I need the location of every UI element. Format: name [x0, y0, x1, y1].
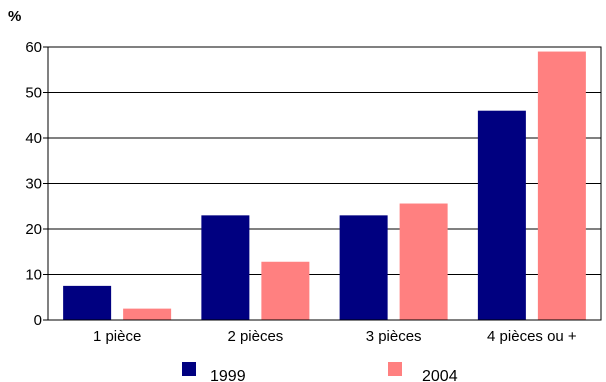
x-tick-label: 3 pièces	[366, 328, 422, 345]
y-tick-label: 50	[25, 85, 42, 102]
bar-1999-1	[201, 215, 250, 320]
bar-2004-2	[399, 203, 448, 320]
bar-2004-3	[537, 51, 586, 321]
y-axis-unit-label: %	[8, 8, 21, 25]
bar-1999-0	[63, 285, 112, 320]
x-tick-label: 1 pièce	[93, 328, 141, 345]
y-tick-label: 40	[25, 130, 42, 147]
legend-label-2004: 2004	[422, 368, 458, 382]
plot-frame	[47, 46, 602, 321]
y-tick-label: 0	[34, 312, 42, 329]
y-tick-label: 20	[25, 221, 42, 238]
y-tick-label: 30	[25, 176, 42, 193]
bar-1999-3	[477, 110, 526, 320]
bar-1999-2	[339, 215, 388, 320]
legend-label-1999: 1999	[210, 368, 246, 382]
x-axis-tick-labels: 1 pièce 2 pièces 3 pièces 4 pièces ou +	[93, 328, 577, 345]
legend-swatch-2004	[388, 362, 402, 376]
y-tick-label: 60	[25, 39, 42, 56]
legend: 1999 2004	[182, 362, 458, 382]
legend-swatch-1999	[182, 362, 196, 376]
y-tick-label: 10	[25, 267, 42, 284]
bar-2004-0	[123, 308, 172, 320]
x-tick-label: 2 pièces	[227, 328, 283, 345]
x-tick-label: 4 pièces ou +	[487, 328, 577, 345]
y-axis-ticks: 0 10 20 30 40 50 60	[25, 39, 48, 329]
bars	[63, 51, 586, 321]
bar-2004-1	[261, 261, 310, 320]
